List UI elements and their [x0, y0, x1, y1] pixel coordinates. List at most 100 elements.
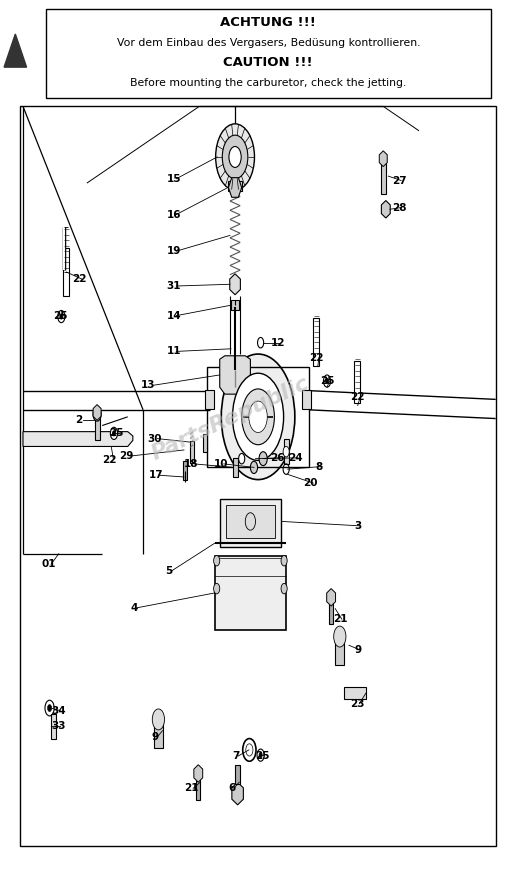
Text: 31: 31: [167, 281, 181, 291]
Text: 5: 5: [165, 566, 172, 576]
Polygon shape: [228, 178, 242, 197]
Polygon shape: [381, 201, 390, 218]
Circle shape: [334, 626, 346, 647]
Text: 19: 19: [167, 246, 181, 256]
Text: 21: 21: [184, 783, 199, 794]
Bar: [381, 159, 386, 194]
Bar: [284, 439, 289, 464]
Bar: [235, 765, 240, 784]
Text: 17: 17: [149, 470, 163, 480]
Bar: [183, 461, 187, 480]
Bar: [63, 249, 69, 296]
FancyBboxPatch shape: [46, 9, 491, 98]
Circle shape: [259, 452, 267, 466]
Polygon shape: [327, 589, 336, 606]
Circle shape: [152, 709, 165, 730]
Text: 25: 25: [109, 428, 124, 439]
Bar: [226, 505, 275, 538]
Text: 7: 7: [233, 751, 240, 761]
Circle shape: [233, 373, 284, 460]
Bar: [51, 714, 56, 739]
Text: 26: 26: [270, 453, 284, 463]
Text: 11: 11: [167, 346, 181, 357]
Circle shape: [221, 354, 295, 480]
Text: 20: 20: [304, 478, 318, 488]
Bar: [215, 556, 286, 630]
Text: Before mounting the carburetor, check the jetting.: Before mounting the carburetor, check th…: [130, 78, 406, 88]
Text: 9: 9: [151, 732, 158, 742]
Text: 14: 14: [167, 310, 181, 321]
Circle shape: [110, 427, 118, 439]
Bar: [344, 687, 366, 699]
Bar: [231, 300, 239, 310]
Text: 33: 33: [52, 721, 66, 732]
Text: 25: 25: [53, 310, 67, 321]
Text: 01: 01: [41, 559, 56, 569]
Polygon shape: [232, 782, 243, 805]
Text: 23: 23: [351, 698, 365, 709]
Circle shape: [214, 555, 220, 566]
Circle shape: [259, 753, 262, 758]
Circle shape: [245, 513, 256, 530]
Circle shape: [257, 749, 264, 761]
Text: ACHTUNG !!!: ACHTUNG !!!: [220, 17, 316, 30]
Circle shape: [58, 310, 65, 323]
Circle shape: [93, 407, 101, 421]
Bar: [190, 441, 194, 462]
Text: 24: 24: [288, 453, 303, 463]
Circle shape: [214, 583, 220, 594]
Bar: [95, 414, 100, 440]
Text: 16: 16: [167, 209, 181, 220]
Text: 22: 22: [72, 274, 86, 284]
Circle shape: [326, 378, 329, 384]
Circle shape: [229, 146, 241, 167]
Bar: [203, 434, 207, 452]
Polygon shape: [220, 356, 250, 394]
Text: 4: 4: [130, 603, 137, 613]
Text: 12: 12: [271, 337, 286, 348]
Circle shape: [258, 337, 264, 348]
Circle shape: [323, 375, 331, 387]
Text: 15: 15: [167, 174, 181, 184]
Text: 34: 34: [52, 705, 66, 716]
Circle shape: [249, 401, 267, 433]
Text: 18: 18: [183, 459, 198, 469]
Circle shape: [250, 461, 258, 473]
Circle shape: [281, 555, 287, 566]
Bar: [302, 390, 311, 409]
Circle shape: [216, 124, 254, 190]
Polygon shape: [93, 405, 101, 420]
Polygon shape: [4, 34, 27, 67]
Text: 28: 28: [392, 202, 407, 213]
Bar: [196, 769, 200, 800]
Text: 27: 27: [392, 175, 407, 186]
Circle shape: [242, 389, 274, 445]
Text: 3: 3: [354, 521, 361, 531]
Polygon shape: [194, 765, 203, 782]
Text: Vor dem Einbau des Vergasers, Bedüsung kontrollieren.: Vor dem Einbau des Vergasers, Bedüsung k…: [117, 37, 420, 47]
Text: 22: 22: [351, 392, 365, 402]
Text: 9: 9: [354, 644, 361, 655]
Bar: [313, 317, 319, 366]
Text: 2: 2: [76, 415, 83, 426]
Text: 22: 22: [103, 454, 117, 465]
Text: 29: 29: [120, 451, 134, 461]
Text: CAUTION !!!: CAUTION !!!: [223, 56, 313, 69]
Polygon shape: [379, 151, 387, 167]
Circle shape: [222, 135, 248, 179]
Text: 8: 8: [316, 461, 323, 472]
Circle shape: [239, 453, 245, 464]
Text: 13: 13: [141, 380, 155, 391]
Circle shape: [283, 446, 289, 457]
Polygon shape: [230, 274, 240, 295]
Bar: [329, 593, 333, 624]
Circle shape: [48, 705, 52, 712]
Text: 22: 22: [310, 352, 324, 363]
Circle shape: [45, 700, 54, 716]
Polygon shape: [23, 432, 133, 446]
Bar: [207, 366, 309, 467]
Text: 21: 21: [333, 614, 347, 624]
Text: 25: 25: [256, 751, 270, 761]
Text: 6: 6: [228, 783, 236, 794]
FancyBboxPatch shape: [20, 106, 496, 846]
